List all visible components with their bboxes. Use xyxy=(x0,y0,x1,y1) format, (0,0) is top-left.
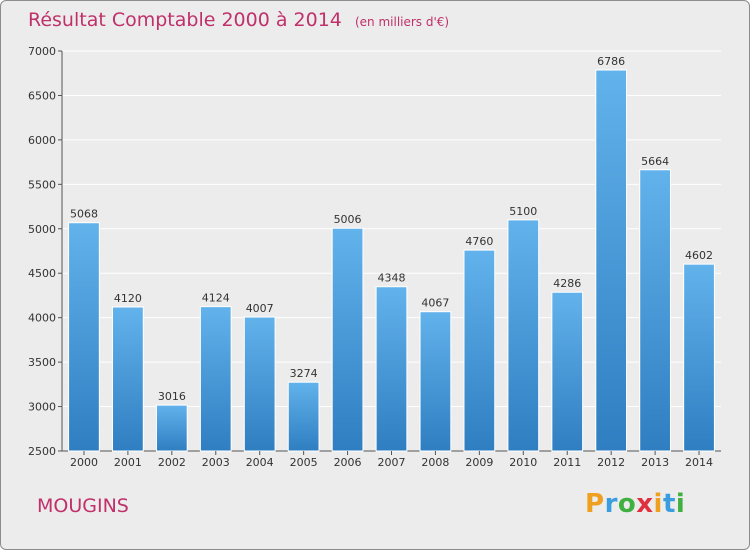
x-tick-label-2003: 2003 xyxy=(202,456,230,469)
bar-2011 xyxy=(551,291,584,452)
y-tick-label: 4500 xyxy=(28,267,56,280)
data-label-2002: 3016 xyxy=(158,390,186,403)
y-tick-label: 5500 xyxy=(28,178,56,191)
data-label-2009: 4760 xyxy=(465,235,493,248)
y-tick-label: 5000 xyxy=(28,223,56,236)
x-tick-label-2002: 2002 xyxy=(158,456,186,469)
data-label-2003: 4124 xyxy=(202,292,230,305)
y-tick-label: 3000 xyxy=(28,401,56,414)
y-tick-label: 6500 xyxy=(28,89,56,102)
logo-letter: r xyxy=(604,489,618,519)
y-tick-label: 4000 xyxy=(28,312,56,325)
x-tick-label-2000: 2000 xyxy=(70,456,98,469)
x-tick-label-2014: 2014 xyxy=(685,456,713,469)
data-label-2006: 5006 xyxy=(334,213,362,226)
bar-2005 xyxy=(287,381,320,452)
data-label-2012: 6786 xyxy=(597,55,625,68)
x-tick-label-2008: 2008 xyxy=(421,456,449,469)
data-label-2004: 4007 xyxy=(246,302,274,315)
bar-2008 xyxy=(419,311,452,452)
y-tick-label: 6000 xyxy=(28,134,56,147)
logo-letter: P xyxy=(585,489,605,519)
x-tick-label-2011: 2011 xyxy=(553,456,581,469)
y-tick-label: 3500 xyxy=(28,356,56,369)
bar-2012 xyxy=(595,69,628,452)
data-label-2010: 5100 xyxy=(509,205,537,218)
bar-2006 xyxy=(331,227,364,452)
title-main: Résultat Comptable 2000 à 2014 xyxy=(28,9,342,31)
bar-2014 xyxy=(683,263,715,452)
logo-letter: i xyxy=(653,489,663,519)
data-label-2005: 3274 xyxy=(290,367,318,380)
bar-2010 xyxy=(507,219,540,452)
title-unit: (en milliers d'€) xyxy=(354,15,450,29)
y-tick-label: 7000 xyxy=(28,45,56,58)
x-tick-label-2005: 2005 xyxy=(290,456,318,469)
logo-letter: t xyxy=(662,489,676,519)
bar-2013 xyxy=(639,169,671,452)
y-tick-label: 2500 xyxy=(28,445,56,458)
data-label-2014: 4602 xyxy=(685,249,713,262)
x-tick-label-2004: 2004 xyxy=(246,456,274,469)
data-label-2011: 4286 xyxy=(553,277,581,290)
proxiti-logo: Proxiti xyxy=(585,489,685,519)
commune-name: MOUGINS xyxy=(37,495,129,517)
x-tick-label-2012: 2012 xyxy=(597,456,625,469)
x-tick-label-2001: 2001 xyxy=(114,456,142,469)
x-tick-label-2007: 2007 xyxy=(378,456,406,469)
logo-letter: x xyxy=(636,489,654,519)
data-label-2007: 4348 xyxy=(378,272,406,285)
logo-letter: i xyxy=(675,489,686,519)
bar-2007 xyxy=(375,286,408,452)
x-tick-label-2009: 2009 xyxy=(465,456,493,469)
data-label-2013: 5664 xyxy=(641,155,669,168)
bar-2002 xyxy=(155,404,188,452)
logo-letter: o xyxy=(617,489,637,519)
bar-2004 xyxy=(243,316,276,452)
bar-2000 xyxy=(68,222,100,452)
chart-title: Résultat Comptable 2000 à 2014 (en milli… xyxy=(28,9,449,31)
x-tick-label-2010: 2010 xyxy=(509,456,537,469)
bar-2003 xyxy=(199,306,232,452)
data-label-2008: 4067 xyxy=(421,297,449,310)
data-label-2000: 5068 xyxy=(70,208,98,221)
x-tick-label-2006: 2006 xyxy=(334,456,362,469)
data-label-2001: 4120 xyxy=(114,292,142,305)
bar-2009 xyxy=(463,249,496,452)
bar-2001 xyxy=(112,306,144,452)
x-tick-label-2013: 2013 xyxy=(641,456,669,469)
